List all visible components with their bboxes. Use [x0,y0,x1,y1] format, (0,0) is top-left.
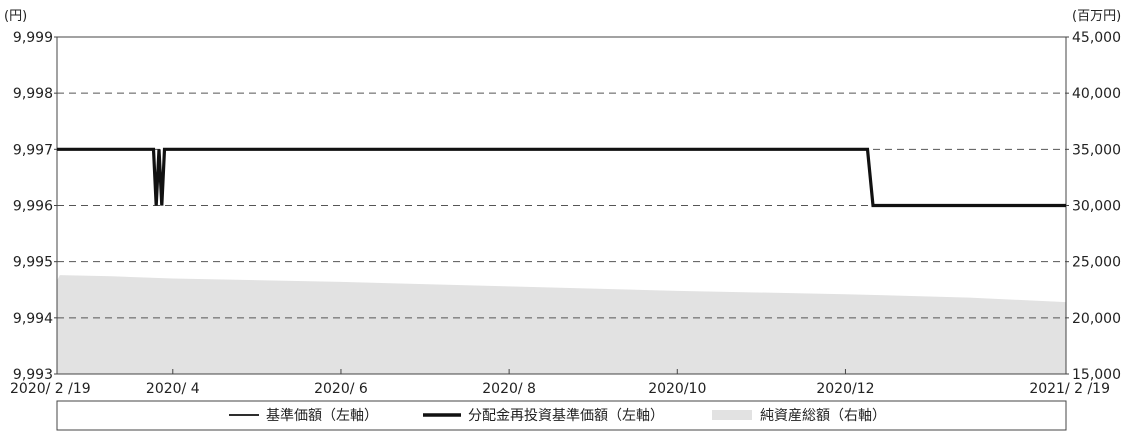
left-axis-tick-label: 9,994 [13,311,53,327]
right-axis-unit: (百万円) [1072,9,1121,24]
x-axis-ticks: 2020/ 2 /19 2020/ 4 2020/ 6 2020/ 8 2020/10 2… [10,369,1110,397]
left-axis-tick-label: 9,995 [13,255,53,271]
net-assets-area-layer [57,275,1066,374]
x-axis-tick-label: 2020/10 [648,381,706,397]
left-axis-tick-label: 9,999 [13,30,53,46]
legend-label: 純資産総額（右軸） [760,408,886,424]
legend-box [56,400,1067,431]
x-axis-tick-label: 2021/ 2 /19 [1029,381,1110,397]
left-axis-tick-label: 9,998 [13,86,53,102]
right-axis-tick-label: 20,000 [1072,311,1121,327]
right-axis-tick-label: 35,000 [1072,142,1121,158]
left-axis-tick-label: 9,996 [13,199,53,215]
x-axis-tick-label: 2020/ 2 /19 [10,381,91,397]
series-area-net-assets [57,275,1066,374]
left-axis-ticks: 9,993 9,994 9,995 9,996 9,997 9,998 9,999 [13,30,57,383]
left-axis-tick-label: 9,993 [13,367,53,383]
right-axis-tick-label: 15,000 [1072,367,1121,383]
left-axis-tick-label: 9,997 [13,142,53,158]
series-line-reinvested-nav [57,147,1066,208]
left-axis-unit: (円) [4,9,27,24]
right-axis-tick-label: 30,000 [1072,199,1121,215]
right-axis-tick-label: 40,000 [1072,86,1121,102]
x-axis-tick-label: 2020/ 6 [314,381,368,397]
legend: 基準価額（左軸） 分配金再投資基準価額（左軸） 純資産総額（右軸） [56,400,1067,431]
x-axis-tick-label: 2020/ 8 [482,381,536,397]
x-axis-tick-label: 2020/12 [816,381,874,397]
right-axis-ticks: 15,000 20,000 25,000 30,000 35,000 40,000 45,0… [1066,30,1121,383]
right-axis-tick-label: 25,000 [1072,255,1121,271]
legend-label: 基準価額（左軸） [266,407,378,424]
series-lines-layer [57,147,1066,208]
series-line-nav [57,148,1066,207]
right-axis-tick-label: 45,000 [1072,30,1121,46]
legend-swatch-area [712,410,752,420]
x-axis-tick-label: 2020/ 4 [146,381,200,397]
legend-label: 分配金再投資基準価額（左軸） [468,407,664,424]
